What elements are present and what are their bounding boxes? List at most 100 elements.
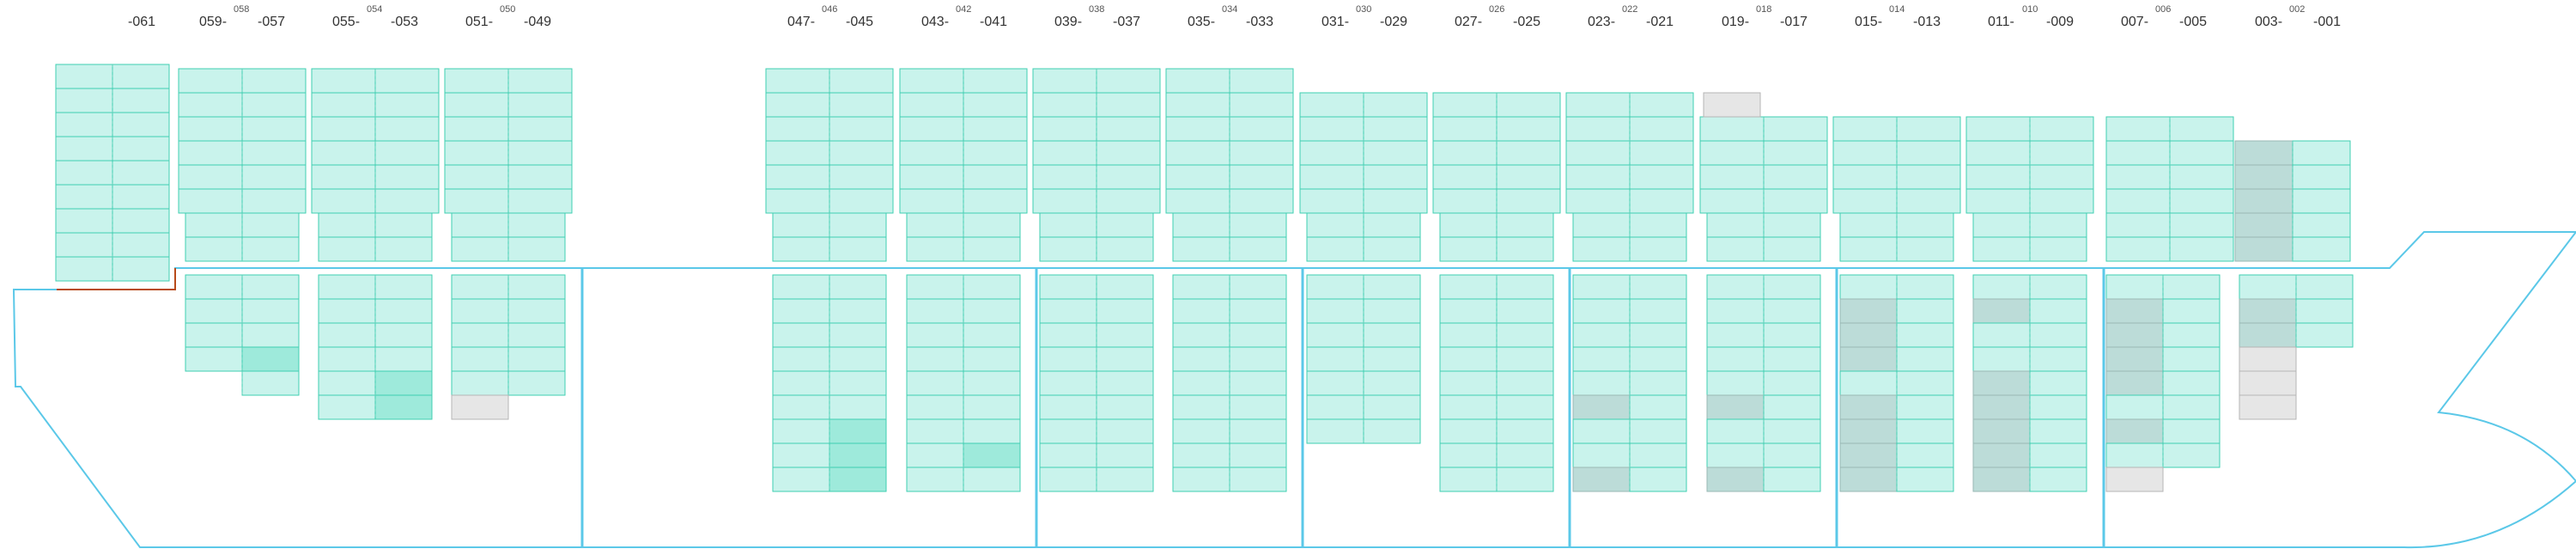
deck-stack-1-cell [178,164,243,190]
hatch-stack-3-cell [451,212,509,238]
hold-stack-019-017-cell [1763,322,1821,348]
bay-odd-aft: -041 [980,15,1008,29]
deck-stack-3-cell [507,164,573,190]
deck-stack-13-cell [1965,164,2031,190]
hatch-stack-12-cell [1839,212,1898,238]
hold-stack-055-053-cell [374,394,433,420]
hold-stack-035-033-cell [1172,298,1230,324]
deck-stack-1-cell [178,92,243,118]
hold-stack-047-045-cell [772,298,830,324]
deck-stack-11-cell [1699,164,1765,190]
hatch-stack-8-cell [1306,212,1364,238]
hold-stack-007-005-cell [2162,442,2221,468]
deck-stack-13-cell [1965,116,2031,142]
hatch-stack-10-cell [1629,212,1687,238]
bay-odd-aft: -053 [391,15,419,29]
hold-stack-047-045-cell [772,322,830,348]
hold-stack-055-053-cell [318,298,376,324]
bay-odd-forward: 059- [199,15,228,29]
hull-outline [12,231,2576,549]
deck-stack-3-cell [507,140,573,166]
hatch-stack-6-cell [1039,212,1097,238]
bay-odd-forward: 047- [787,15,816,29]
deck-stack-12-cell [1896,116,1961,142]
hold-stack-031-029-cell [1363,346,1421,372]
deck-stack-2-cell [374,116,440,142]
deck-stack-9-cell [1496,140,1561,166]
hatch-stack-9-cell [1496,212,1554,238]
hold-stack-011-009-cell [1972,467,2031,492]
deck-stack-12-cell [1832,116,1898,142]
hold-stack-031-029-cell [1306,418,1364,444]
bay-odd-forward: 031- [1321,15,1350,29]
hold-stack-047-045-cell [772,346,830,372]
deck-stack-1-cell [241,116,307,142]
bay-odd-aft: -045 [846,15,874,29]
deck-empty-slot [1703,92,1761,118]
hold-stack-043-041-cell [906,322,964,348]
hold-stack-023-021-cell [1572,346,1631,372]
hold-stack-035-033-cell [1172,418,1230,444]
hold-stack-027-025-cell [1439,442,1498,468]
hatch-stack-3-cell [507,212,566,238]
hold-stack-011-009-cell [2029,467,2087,492]
hatch-stack-2-cell [318,212,376,238]
hold-stack-023-021-cell [1572,467,1631,492]
bay-odd-aft: -009 [2046,15,2075,29]
hatch-stack-5-cell [906,236,964,262]
hatch-stack-9-cell [1439,236,1498,262]
hold-stack-043-041-cell [906,298,964,324]
deck-stack-7-cell [1165,140,1230,166]
hold-stack-031-029-cell [1363,274,1421,300]
hold-stack-027-025-cell [1496,442,1554,468]
hold-stack-035-033-cell [1229,298,1287,324]
deck-stack-10-cell [1629,140,1694,166]
hold-stack-039-037-cell [1096,467,1154,492]
stern-deck-stack-cell [55,184,113,210]
deck-stack-1-cell [241,68,307,94]
deck-stack-2-cell [311,188,376,214]
hold-stack-047-045-cell [772,274,830,300]
bay-number: -061 [128,15,156,29]
hold-stack-027-025-cell [1496,346,1554,372]
hold-stack-031-029-cell [1363,370,1421,396]
hold-stack-007-005-cell [2105,394,2164,420]
deck-stack-6-cell [1096,116,1161,142]
hold-stack-007-005-cell [2105,442,2164,468]
deck-stack-9-cell [1432,140,1498,166]
hold-stack-035-033-cell [1172,467,1230,492]
hold-stack-019-017-cell [1706,467,1765,492]
hold-stack-015-013-cell [1896,370,1954,396]
hold-stack-039-037-cell [1039,370,1097,396]
hold-stack-019-017-cell [1706,346,1765,372]
deck-stack-1-cell [241,92,307,118]
hold-stack-019-017-cell [1763,418,1821,444]
hold-stack-059-057-cell [241,298,300,324]
stern-deck-stack-cell [112,112,170,137]
deck-stack-13-cell [2029,116,2094,142]
bay-odd-forward: 035- [1188,15,1216,29]
bay-even: 054 [367,4,383,15]
bay-even: 014 [1889,4,1905,15]
hold-stack-031-029-cell [1306,346,1364,372]
deck-stack-7-cell [1229,140,1294,166]
deck-stack-7-cell [1165,92,1230,118]
deck-stack-5-cell [899,188,964,214]
deck-stack-10-cell [1629,92,1694,118]
deck-stack-8-cell [1363,188,1428,214]
deck-stack-11-cell [1763,188,1828,214]
bay-odd-forward: 027- [1455,15,1483,29]
hold-stack-035-033-cell [1229,346,1287,372]
deck-stack-9-cell [1496,188,1561,214]
hold-stack-043-041-cell [963,394,1021,420]
hold-stack-039-037-cell [1096,370,1154,396]
deck-stack-9-cell [1496,164,1561,190]
bay-even: 058 [234,4,250,15]
deck-stack-14-cell [2169,116,2234,142]
deck-stack-5-cell [963,140,1028,166]
hatch-stack-14-cell [2105,236,2171,262]
deck-stack-4-cell [829,92,894,118]
hold-stack-019-017-cell [1763,274,1821,300]
hold-stack-039-037-cell [1096,394,1154,420]
